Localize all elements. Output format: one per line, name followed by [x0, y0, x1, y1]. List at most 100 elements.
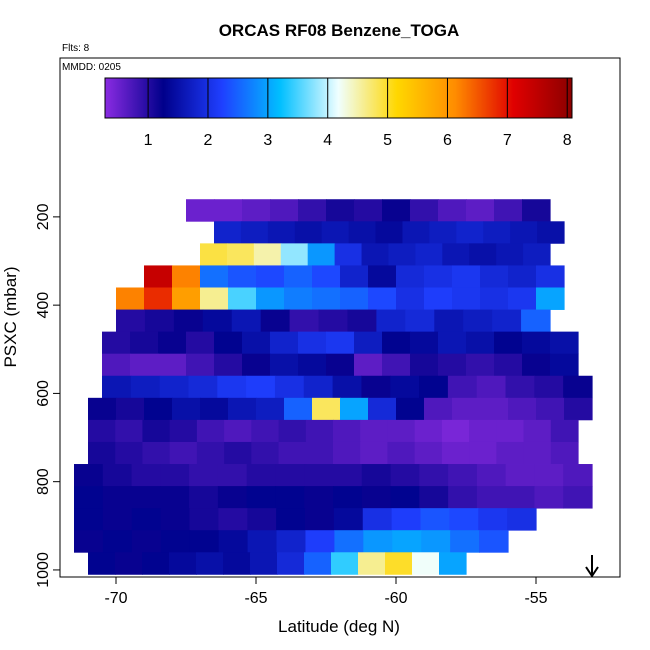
heatmap-cell — [368, 397, 397, 421]
heatmap-cell — [550, 331, 579, 355]
heatmap-cell — [142, 419, 171, 443]
heatmap-cell — [270, 331, 299, 355]
heatmap-cell — [494, 199, 523, 222]
heatmap-cell — [88, 397, 117, 421]
heatmap-cell — [390, 464, 420, 487]
heatmap-cell — [333, 508, 364, 531]
heatmap-cell — [144, 287, 173, 310]
heatmap-cell — [390, 375, 420, 399]
heatmap-cell — [333, 419, 361, 443]
heatmap-cell — [160, 530, 191, 553]
heatmap-cell — [284, 397, 313, 421]
heatmap-cell — [550, 441, 579, 465]
heatmap-cell — [88, 441, 116, 465]
heatmap-cell — [251, 441, 280, 465]
heatmap-cell — [392, 530, 422, 553]
heatmap-cell — [505, 375, 535, 399]
colorbar-tick-label: 8 — [563, 132, 572, 149]
heatmap-cell — [186, 331, 215, 355]
heatmap-cell — [536, 265, 565, 288]
colorbar-tick-label: 7 — [503, 132, 512, 149]
heatmap-cell — [312, 287, 341, 310]
heatmap-cell — [391, 508, 422, 531]
heatmap-cell — [276, 508, 306, 531]
heatmap-cell — [479, 530, 509, 553]
heatmap-cell — [74, 486, 104, 509]
heatmap-cell — [523, 243, 551, 266]
heatmap-cell — [375, 221, 404, 244]
heatmap-cell — [116, 287, 145, 310]
heatmap-cell — [452, 265, 481, 288]
heatmap-cell — [340, 287, 369, 310]
heatmap-cell — [159, 375, 190, 399]
heatmap-cell — [115, 552, 143, 575]
heatmap-cell — [247, 508, 277, 531]
heatmap-cell — [284, 287, 313, 310]
heatmap-cell — [347, 309, 377, 333]
heatmap-cell — [116, 309, 146, 333]
heatmap-cell — [102, 375, 132, 399]
date-note: MMDD: 0205 — [62, 62, 121, 73]
heatmap-cell — [102, 530, 133, 553]
heatmap-cell — [333, 486, 363, 509]
heatmap-cell — [305, 441, 334, 465]
heatmap-cell — [466, 199, 495, 222]
heatmap-cell — [116, 397, 145, 421]
heatmap-cell — [228, 397, 257, 421]
heatmap-cell — [429, 221, 457, 244]
heatmap-cell — [358, 552, 386, 575]
heatmap-cell — [130, 331, 159, 355]
heatmap-cell — [200, 243, 228, 266]
heatmap-cell — [217, 375, 247, 399]
heatmap-cell — [102, 353, 131, 377]
heatmap-cell — [360, 419, 389, 443]
heatmap-cell — [224, 419, 252, 443]
heatmap-cell — [169, 441, 198, 465]
heatmap-cell — [74, 464, 104, 487]
heatmap-cell — [102, 486, 133, 509]
y-tick-label: 400 — [35, 292, 52, 319]
heatmap-cell — [507, 508, 537, 531]
heatmap-cell — [251, 419, 280, 443]
heatmap-cell — [142, 441, 171, 465]
heatmap-cell — [189, 508, 219, 531]
heatmap-cell — [438, 199, 467, 222]
heatmap-cell — [275, 486, 305, 509]
heatmap-cell — [326, 353, 355, 377]
heatmap-cell — [250, 552, 278, 575]
heatmap-cell — [280, 243, 309, 266]
heatmap-cell — [505, 486, 536, 509]
heatmap-cell — [563, 486, 593, 509]
heatmap-cell — [494, 331, 523, 355]
heatmap-cell — [463, 309, 493, 333]
heatmap-cell — [522, 331, 551, 355]
heatmap-cell — [242, 199, 271, 222]
heatmap-cell — [224, 441, 252, 465]
heatmap-cell — [196, 419, 225, 443]
heatmap-cell — [354, 331, 383, 355]
heatmap-cell — [382, 353, 411, 377]
heatmap-cell — [452, 287, 481, 310]
heatmap-cell — [200, 265, 229, 288]
heatmap-cell — [130, 375, 161, 399]
plot-frame — [59, 57, 621, 578]
heatmap-cell — [419, 464, 449, 487]
heatmap-cell — [563, 375, 593, 399]
heatmap-cell — [508, 397, 537, 421]
heatmap-cell — [410, 199, 439, 222]
heatmap-cell — [278, 441, 307, 465]
heatmap-cell — [303, 375, 334, 399]
heatmap-cell — [447, 375, 478, 399]
heatmap-cell — [218, 508, 248, 531]
colorbar — [104, 77, 573, 119]
heatmap-cell — [200, 287, 229, 310]
heatmap-cell — [115, 441, 144, 465]
heatmap-cell — [217, 464, 248, 487]
arrow — [585, 555, 599, 578]
heatmap-cell — [284, 265, 313, 288]
heatmap-cell — [348, 221, 377, 244]
y-tick-label: 200 — [35, 203, 52, 230]
heatmap-cell — [294, 221, 323, 244]
heatmap-cell — [434, 309, 464, 333]
